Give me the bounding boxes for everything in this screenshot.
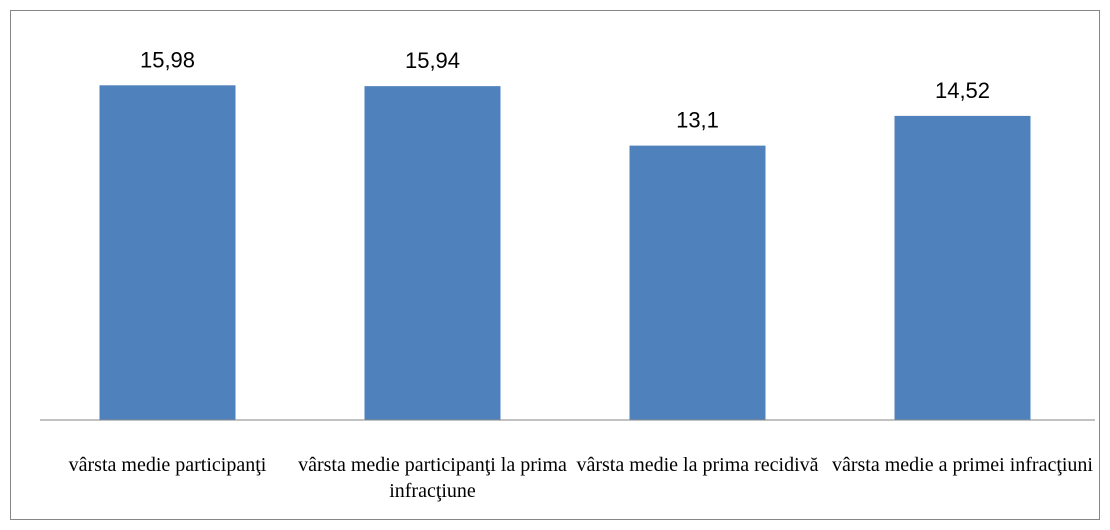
bar	[364, 86, 501, 420]
x-tick-label: vârsta medie participanţi	[68, 454, 267, 476]
x-tick-label: vârsta medie participanţi la prima infra…	[298, 454, 567, 502]
data-label: 15,98	[140, 47, 195, 72]
data-label: 13,1	[676, 108, 719, 133]
data-label: 15,94	[405, 48, 460, 73]
x-tick-label: vârsta medie la prima recidivă	[576, 454, 819, 476]
data-label: 14,52	[935, 78, 990, 103]
bar	[99, 85, 236, 421]
x-tick-label: vârsta medie a primei infracţiuni	[831, 454, 1093, 476]
bar	[894, 115, 1031, 421]
bar	[629, 145, 766, 420]
